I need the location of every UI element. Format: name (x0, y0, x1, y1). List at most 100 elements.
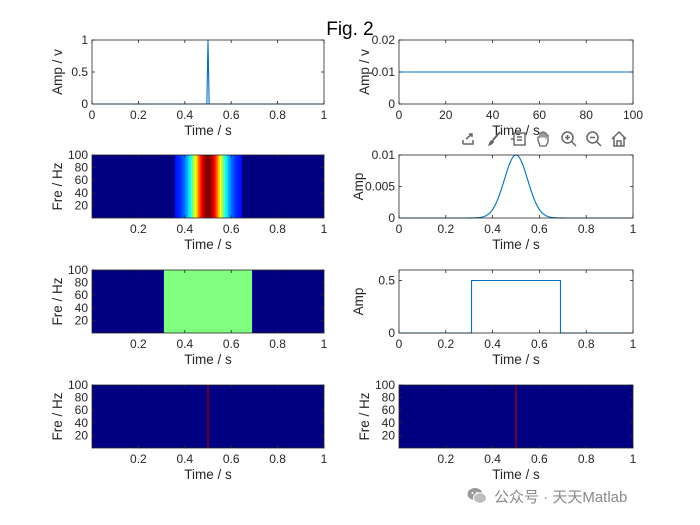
heatmap-column (231, 155, 234, 218)
heatmap-column (209, 155, 212, 218)
x-tick-label: 1 (321, 452, 328, 466)
series-line (399, 154, 633, 219)
x-axis-label: Time / s (184, 467, 232, 482)
x-tick-label: 100 (623, 108, 643, 122)
x-axis-label: Time / s (492, 237, 540, 252)
y-tick-label: 80 (75, 276, 89, 290)
heatmap-column (239, 155, 242, 218)
x-tick-label: 0.4 (176, 108, 193, 122)
y-tick-label: 0 (388, 211, 395, 225)
x-axis-label: Time / s (492, 123, 540, 138)
y-tick-label: 60 (75, 288, 89, 302)
heatmap-column (226, 155, 229, 218)
y-tick-label: 80 (75, 391, 89, 405)
heatmap-column (199, 155, 202, 218)
y-tick-label: 40 (75, 301, 89, 315)
y-tick-label: 100 (68, 378, 88, 392)
wechat-logo-icon (467, 488, 487, 504)
series-line (92, 39, 324, 105)
y-axis-label: Fre / Hz (50, 392, 65, 440)
x-tick-label: 0.2 (130, 222, 147, 236)
zoom-in-icon[interactable] (558, 129, 579, 150)
x-tick-label: 0.6 (531, 222, 548, 236)
heatmap-column (184, 155, 188, 218)
y-tick-label: 20 (75, 428, 89, 442)
x-axis-label: Time / s (492, 467, 540, 482)
heatmap-column (217, 155, 221, 218)
zoom-out-icon[interactable] (583, 129, 604, 150)
axes-box (91, 384, 325, 449)
x-tick-label: 0.6 (223, 452, 240, 466)
y-tick-label: 100 (68, 263, 88, 277)
x-axis-label: Time / s (184, 352, 232, 367)
heatmap-column (211, 155, 214, 218)
y-tick-label: 100 (68, 148, 88, 162)
axes-box (398, 384, 634, 449)
y-tick-label: 100 (375, 378, 395, 392)
heatmap-column (224, 155, 227, 218)
heatmap-column (189, 155, 193, 218)
axes-box (398, 269, 634, 334)
x-tick-label: 0.8 (578, 452, 595, 466)
y-tick-label: 40 (382, 416, 396, 430)
y-axis-label: Amp (351, 173, 366, 201)
heatmap-column (181, 155, 184, 218)
x-axis-label: Time / s (492, 352, 540, 367)
y-tick-label: 40 (75, 186, 89, 200)
y-tick-label: 0.5 (378, 274, 395, 288)
x-tick-label: 0.6 (223, 108, 240, 122)
y-tick-label: 0.02 (372, 33, 396, 47)
y-tick-label: 60 (75, 403, 89, 417)
x-tick-label: 40 (486, 108, 500, 122)
x-tick-label: 0.8 (578, 337, 595, 351)
y-tick-label: 20 (382, 428, 396, 442)
x-tick-label: 0.6 (223, 337, 240, 351)
x-axis-label: Time / s (184, 237, 232, 252)
heatmap-column (198, 155, 201, 218)
x-tick-label: 0.4 (484, 452, 501, 466)
y-axis-label: Fre / Hz (50, 277, 65, 325)
heatmap-column (221, 155, 224, 218)
y-tick-label: 0 (388, 326, 395, 340)
x-tick-label: 0 (396, 108, 403, 122)
x-tick-label: 0.2 (130, 337, 147, 351)
y-tick-label: 60 (75, 173, 89, 187)
heatmap-column (178, 155, 181, 218)
heatmap-column (229, 155, 232, 218)
x-tick-label: 1 (630, 337, 637, 351)
x-tick-label: 0.2 (437, 222, 454, 236)
heatmap-column (183, 155, 186, 218)
x-tick-label: 1 (630, 222, 637, 236)
x-tick-label: 0.4 (484, 337, 501, 351)
y-tick-label: 60 (382, 403, 396, 417)
series-line (399, 279, 633, 334)
axes-box (398, 154, 634, 219)
data-tips-icon[interactable] (508, 129, 529, 150)
pan-icon[interactable] (533, 129, 554, 150)
x-tick-label: 0 (396, 222, 403, 236)
subplot-p6: 0 0.2 0.4 0.6 0.8 1 0 0.5 Time / s Amp (351, 269, 637, 367)
y-tick-label: 20 (75, 313, 89, 327)
y-axis-label: Amp / v (357, 49, 372, 95)
heatmap-column (191, 155, 194, 218)
x-axis-label: Time / s (184, 123, 232, 138)
heatmap-column (219, 155, 222, 218)
x-tick-label: 0.2 (130, 108, 147, 122)
heatmap-column (208, 155, 211, 218)
brush-icon[interactable] (483, 129, 504, 150)
x-tick-label: 0.4 (176, 337, 193, 351)
x-tick-label: 0.4 (176, 452, 193, 466)
heatmap-column (196, 155, 199, 218)
x-tick-label: 0.6 (223, 222, 240, 236)
heatmap-column (232, 155, 236, 218)
export-icon[interactable] (458, 129, 479, 150)
y-tick-label: 0 (81, 97, 88, 111)
y-tick-label: 0.005 (365, 180, 395, 194)
home-icon[interactable] (608, 129, 629, 150)
x-tick-label: 0.8 (269, 337, 286, 351)
x-tick-label: 0.8 (269, 108, 286, 122)
x-tick-label: 0 (89, 108, 96, 122)
